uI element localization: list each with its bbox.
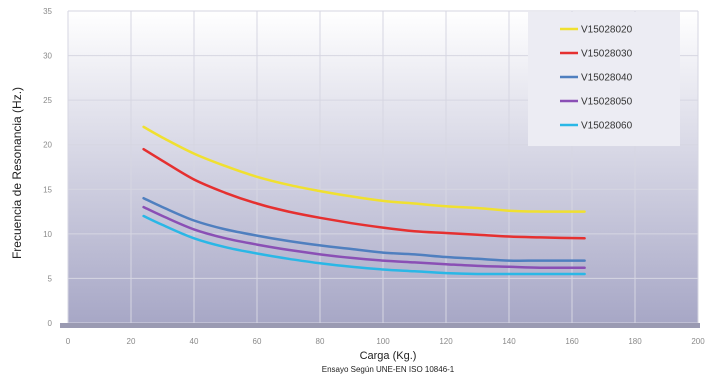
y-tick-label: 30 (43, 52, 52, 61)
y-tick-label: 5 (48, 274, 53, 283)
series-line-V15028040 (142, 196, 586, 262)
x-tick-label: 60 (253, 337, 262, 346)
legend-box (528, 12, 680, 146)
x-tick-label: 40 (190, 337, 199, 346)
legend-label: V15028060 (581, 121, 633, 132)
x-tick-label: 140 (502, 337, 516, 346)
y-tick-label: 25 (43, 96, 52, 105)
y-tick-label: 20 (43, 141, 52, 150)
series-line-V15028050 (142, 205, 586, 270)
x-tick-label: 120 (439, 337, 453, 346)
legend-label: V15028020 (581, 25, 633, 36)
y-tick-labels: 0 5 10 15 20 25 30 35 (43, 7, 52, 328)
grid (67, 10, 699, 324)
floor (60, 323, 700, 328)
x-tick-label: 20 (127, 337, 136, 346)
legend: V15028020 V15028030 V15028040 V15028050 V150… (560, 25, 633, 132)
x-tick-label: 180 (628, 337, 642, 346)
y-axis-title: Frecuencia de Resonancia (Hz.) (10, 87, 24, 259)
x-axis-title: Carga (Kg.) (360, 350, 417, 362)
x-tick-label: 0 (66, 337, 71, 346)
x-tick-label: 160 (565, 337, 579, 346)
x-axis-note: Ensayo Según UNE-EN ISO 10846-1 (322, 365, 455, 374)
series-line-V15028030 (142, 147, 586, 240)
legend-label: V15028040 (581, 73, 633, 84)
y-tick-label: 35 (43, 7, 52, 16)
series-lines (142, 125, 586, 276)
x-tick-labels: 0 20 40 60 80 100 120 140 160 180 200 (66, 337, 705, 346)
series-line-V15028060 (142, 214, 586, 276)
y-tick-label: 15 (43, 185, 52, 194)
legend-label: V15028030 (581, 49, 633, 60)
series-line-V15028020 (142, 125, 586, 213)
y-tick-label: 0 (48, 319, 53, 328)
y-tick-label: 10 (43, 230, 52, 239)
x-tick-label: 80 (316, 337, 325, 346)
legend-label: V15028050 (581, 97, 633, 108)
x-tick-label: 100 (376, 337, 390, 346)
x-tick-label: 200 (691, 337, 705, 346)
